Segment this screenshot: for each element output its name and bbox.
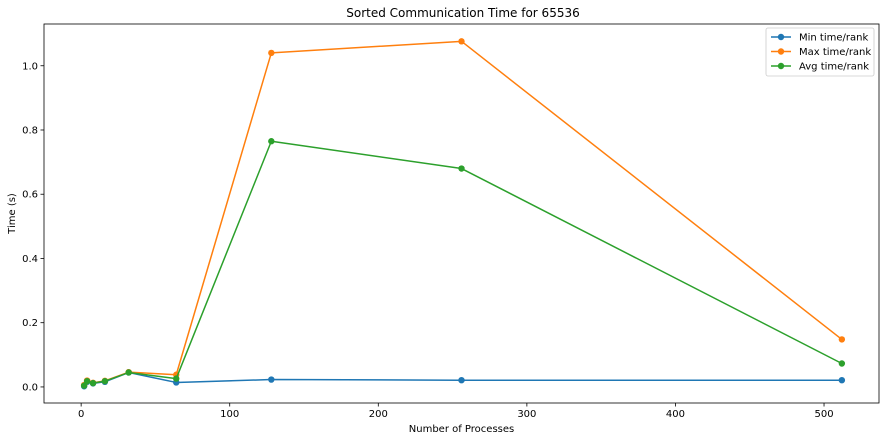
- y-tick-label: 0.0: [22, 382, 38, 393]
- y-axis: 0.0 0.2 0.4 0.6 0.8 1.0: [22, 61, 44, 393]
- legend: Min time/rank Max time/rank Avg time/rank: [765, 27, 875, 77]
- data-point-avg-time-rank: [125, 369, 132, 376]
- plot-area: [43, 23, 880, 404]
- legend-label-max-time-rank: Max time/rank: [799, 47, 871, 58]
- x-tick-label: 400: [666, 409, 685, 420]
- legend-marker-min-time-rank: [777, 33, 785, 41]
- data-point-avg-time-rank: [838, 360, 846, 367]
- y-axis-label: Time (s): [7, 193, 18, 235]
- x-axis: 0 100 200 300 400 500: [78, 403, 834, 420]
- data-point-avg-time-rank: [458, 165, 465, 172]
- x-tick-label: 100: [220, 409, 239, 420]
- data-point-min-time-rank: [268, 376, 275, 383]
- data-point-min-time-rank: [838, 376, 846, 384]
- legend-label-avg-time-rank: Avg time/rank: [799, 62, 869, 73]
- x-axis-label: Number of Processes: [409, 424, 514, 435]
- data-point-avg-time-rank: [173, 375, 180, 382]
- x-tick-label: 500: [814, 409, 833, 420]
- series-layer: [80, 38, 846, 390]
- data-point-max-time-rank: [838, 336, 846, 343]
- legend-box: [765, 27, 875, 77]
- x-tick-label: 0: [78, 409, 84, 420]
- data-point-avg-time-rank: [83, 377, 91, 385]
- legend-marker-avg-time-rank: [777, 62, 785, 70]
- data-point-avg-time-rank: [101, 377, 109, 385]
- data-point-avg-time-rank: [268, 138, 275, 145]
- y-tick-label: 1.0: [22, 61, 38, 72]
- y-tick-label: 0.6: [22, 190, 38, 201]
- legend-marker-max-time-rank: [777, 48, 785, 55]
- y-tick-label: 0.8: [22, 125, 38, 136]
- y-tick-label: 0.2: [22, 318, 38, 329]
- data-point-min-time-rank: [458, 376, 465, 384]
- chart-title: Sorted Communication Time for 65536: [346, 6, 579, 20]
- data-point-max-time-rank: [458, 38, 465, 45]
- data-point-avg-time-rank: [89, 379, 97, 387]
- x-tick-label: 300: [517, 409, 536, 420]
- x-tick-label: 200: [369, 409, 388, 420]
- legend-label-min-time-rank: Min time/rank: [799, 33, 868, 44]
- data-point-max-time-rank: [268, 49, 275, 57]
- y-tick-label: 0.4: [22, 254, 38, 265]
- data-point-avg-time-rank: [80, 382, 88, 389]
